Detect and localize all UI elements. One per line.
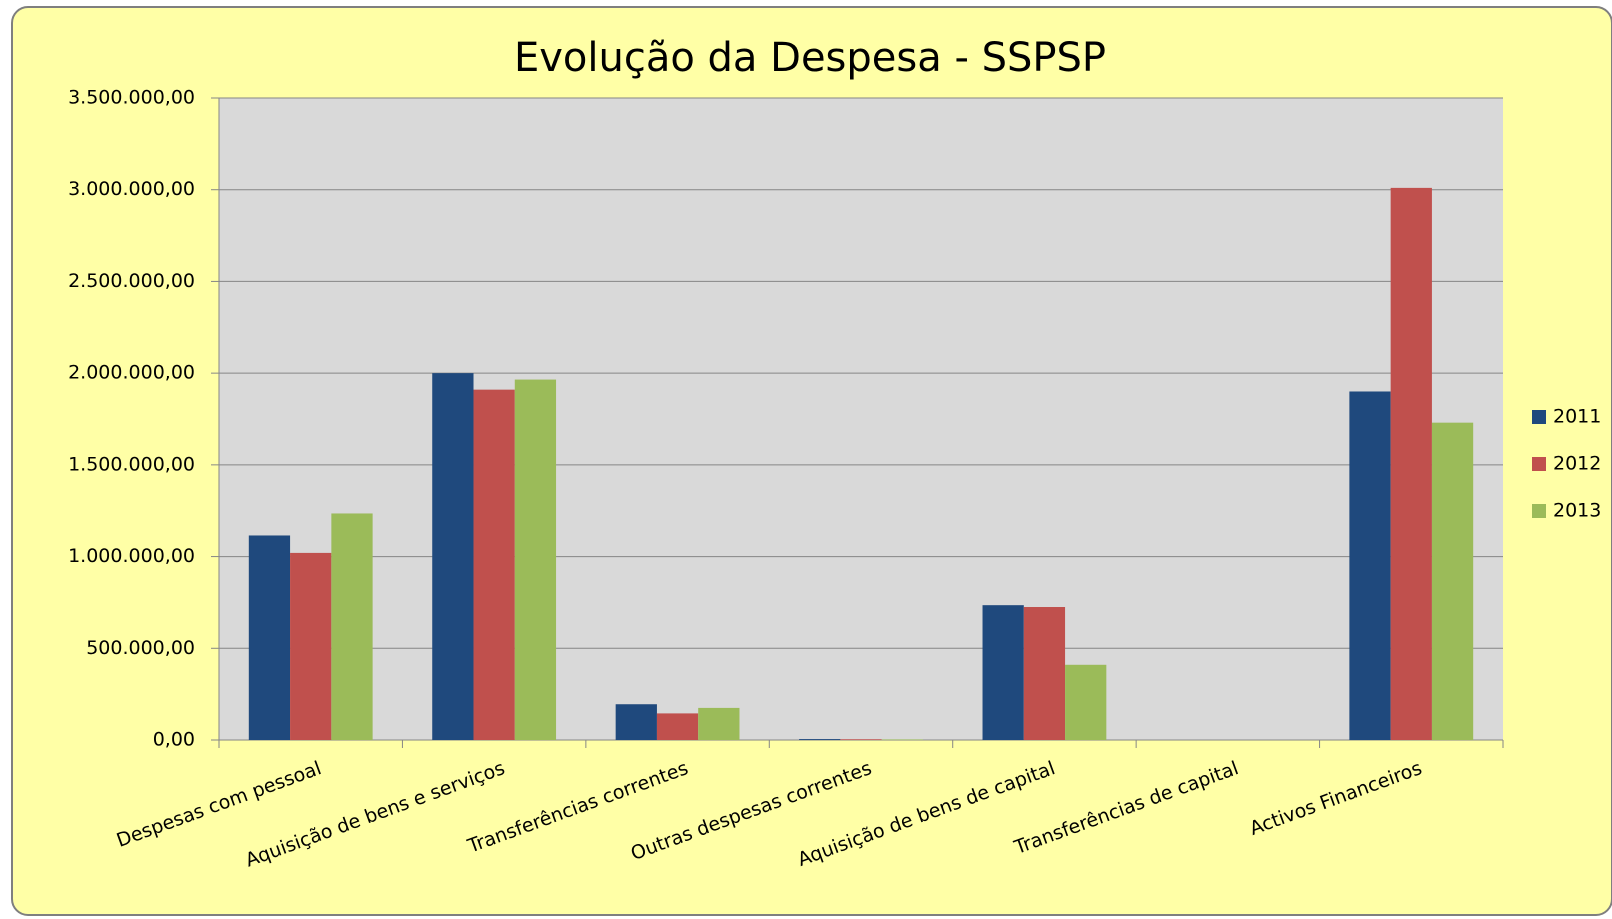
bar: [840, 739, 882, 740]
bar: [331, 513, 373, 740]
y-tick-label: 0,00: [153, 729, 195, 751]
y-tick-label: 1.500.000,00: [68, 453, 195, 475]
bar: [615, 704, 657, 740]
bar: [290, 552, 332, 740]
bar: [248, 535, 291, 740]
y-tick-label: 2.000.000,00: [68, 362, 195, 384]
bar: [432, 373, 474, 740]
y-tick-label: 3.500.000,00: [68, 87, 195, 109]
y-tick-label: 1.000.000,00: [68, 545, 195, 567]
bar: [982, 605, 1024, 740]
bar: [656, 713, 699, 740]
legend-swatch: [1532, 457, 1546, 471]
bar: [1431, 422, 1474, 740]
y-tick-label: 2.500.000,00: [68, 270, 195, 292]
legend-label: 2013: [1553, 500, 1601, 522]
bar: [799, 739, 841, 740]
bar: [1065, 664, 1107, 740]
plot-area: [219, 98, 1503, 740]
bar: [698, 707, 740, 740]
bar: [1023, 607, 1066, 740]
legend-swatch: [1532, 410, 1546, 424]
legend-label: 2012: [1553, 453, 1601, 475]
legend-label: 2011: [1553, 406, 1601, 428]
bar: [473, 389, 515, 740]
bar: [1349, 391, 1391, 740]
bar: [1390, 187, 1432, 740]
legend-swatch: [1532, 504, 1546, 518]
bar: [514, 379, 557, 740]
y-tick-label: 3.000.000,00: [68, 178, 195, 200]
chart-title: Evolução da Despesa - SSPSP: [514, 35, 1106, 81]
bar: [881, 739, 923, 740]
y-tick-label: 500.000,00: [86, 637, 195, 659]
